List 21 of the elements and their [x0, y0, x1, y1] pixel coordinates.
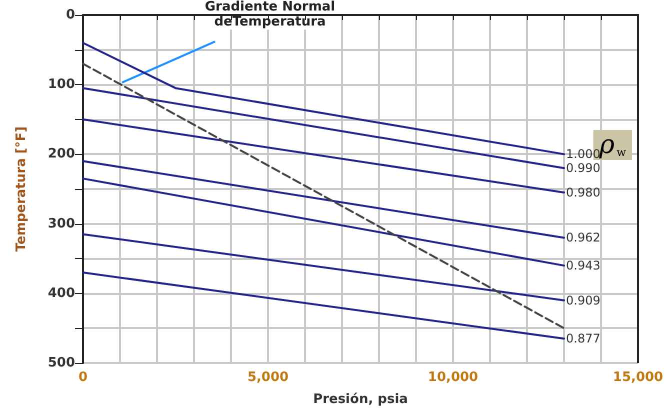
- y-tick-label: 0: [66, 8, 75, 22]
- x-tick-label: 5,000: [247, 370, 289, 385]
- y-axis-title: Temperatura [°F]: [14, 126, 29, 252]
- x-axis-title: Presión, psia: [313, 392, 408, 407]
- y-tick-label: 200: [48, 146, 75, 162]
- legend-title: ρw: [598, 130, 627, 160]
- series-label: 0.962: [566, 230, 600, 245]
- series-label: 0.909: [566, 293, 600, 308]
- series-label: 1.000: [566, 147, 600, 162]
- x-tick-label: 10,000: [428, 370, 478, 385]
- series-label: 0.943: [566, 258, 600, 273]
- annotation: Gradiente Normal deTemperatura: [204, 0, 336, 30]
- y-tick-label: 300: [48, 216, 75, 232]
- series-label: 0.877: [566, 332, 600, 346]
- y-tick-label: 400: [48, 286, 75, 301]
- x-tick-label: 0: [78, 370, 88, 385]
- y-tick-label: 100: [48, 77, 75, 92]
- series-label: 0.990: [566, 161, 600, 176]
- x-tick-label: 15,000: [612, 370, 664, 385]
- y-tick-label: 500: [48, 356, 75, 370]
- series-label: 0.980: [566, 185, 600, 200]
